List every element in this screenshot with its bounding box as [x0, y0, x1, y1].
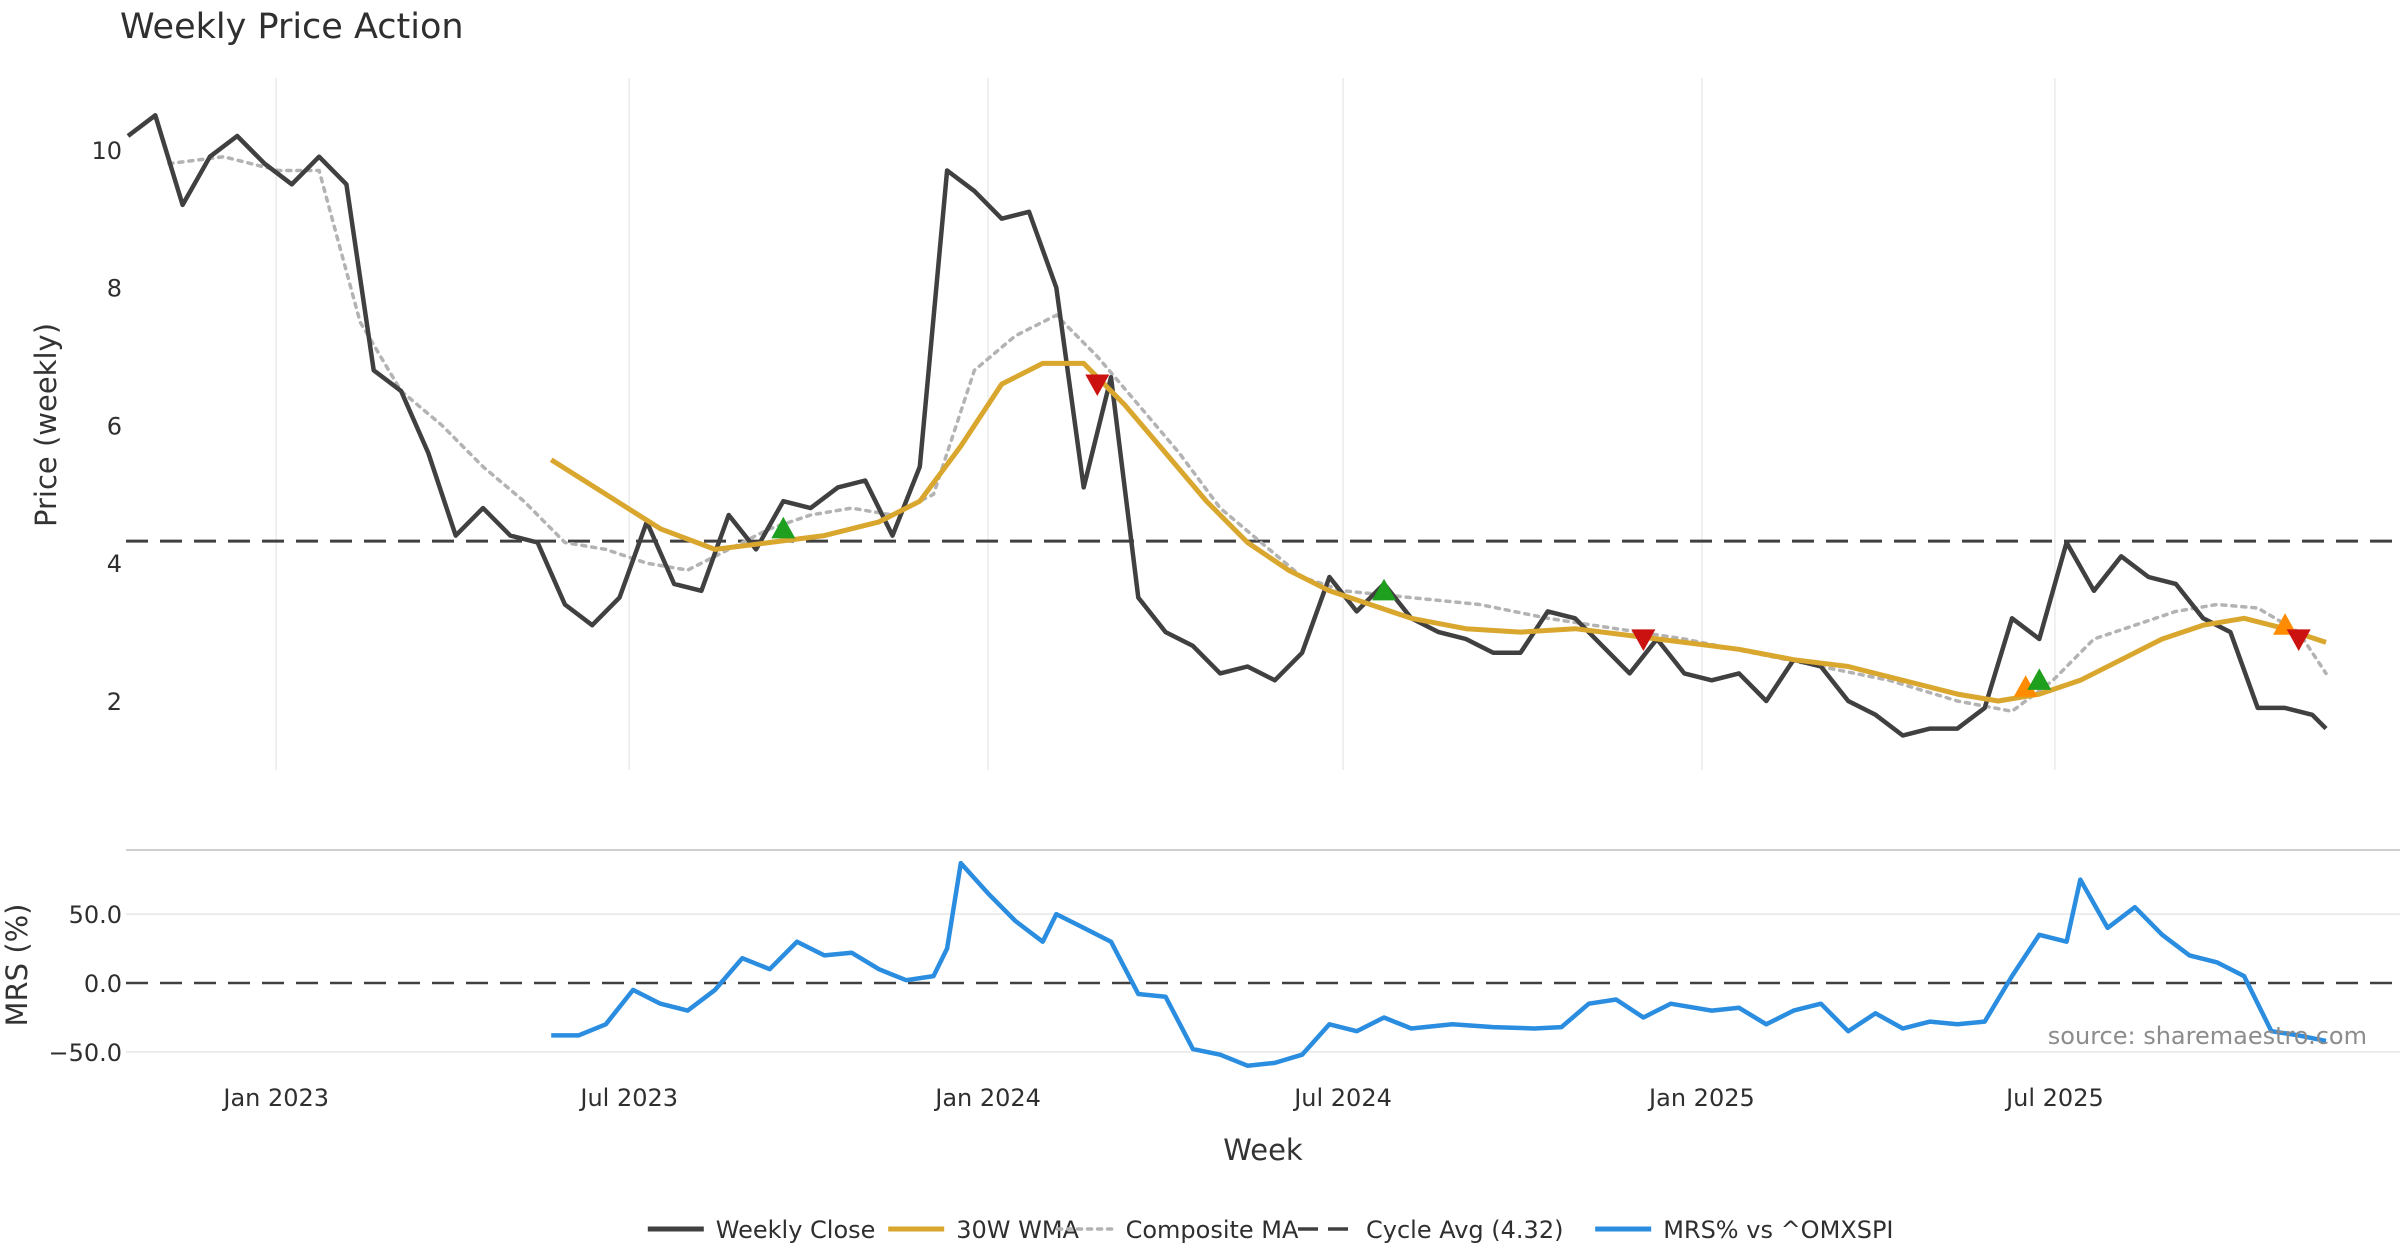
- price-y-tick-label: 8: [107, 275, 122, 303]
- axes-layer: Weekly Price Action Price (weekly) MRS (…: [0, 7, 2367, 1167]
- sell-signal-marker: [2286, 629, 2311, 651]
- wma-30w-line: [549, 360, 2327, 704]
- legend-item: MRS% vs ^OMXSPI: [1595, 1216, 1894, 1244]
- x-tick-label: Jul 2024: [1292, 1084, 1392, 1112]
- buy-signal-marker: [771, 516, 796, 539]
- x-axis-label: Week: [1223, 1133, 1303, 1167]
- buy-signal-marker: [2013, 675, 2038, 697]
- weekly-close-line: [126, 113, 2328, 738]
- x-tick-label: Jan 2023: [221, 1084, 329, 1112]
- price-y-axis-label: Price (weekly): [29, 323, 63, 527]
- legend-item: 30W WMA: [888, 1216, 1080, 1244]
- mrs-y-axis-label: MRS (%): [0, 904, 34, 1027]
- price-y-tick-label: 4: [107, 550, 122, 578]
- x-tick-label: Jan 2025: [1647, 1084, 1755, 1112]
- grid-layer: [126, 78, 2400, 1053]
- mrs-y-tick-label: −50.0: [48, 1039, 122, 1067]
- legend-label: Weekly Close: [716, 1216, 876, 1244]
- legend-label: Composite MA: [1126, 1216, 1299, 1244]
- buy-signal-marker: [2027, 668, 2052, 690]
- x-tick-label: Jul 2023: [578, 1084, 678, 1112]
- legend-item: Cycle Avg (4.32): [1298, 1216, 1563, 1244]
- reference-lines: [126, 539, 2400, 985]
- price-y-tick-label: 6: [107, 412, 122, 440]
- legend-item: Composite MA: [1055, 1216, 1299, 1244]
- sell-signal-marker: [1631, 629, 1656, 651]
- mrs-line: [551, 860, 2327, 1068]
- legend-label: Cycle Avg (4.32): [1366, 1216, 1563, 1244]
- legend: Weekly Close 30W WMA Composite MA Cycle Avg…: [647, 1216, 1894, 1244]
- x-tick-label: Jul 2025: [2004, 1084, 2104, 1112]
- price-y-tick-label: 2: [107, 688, 122, 716]
- source-annotation: source: sharemaestro.com: [2048, 1022, 2367, 1050]
- buy-signal-marker: [1372, 578, 1396, 601]
- legend-item: Weekly Close: [647, 1216, 876, 1244]
- legend-label: MRS% vs ^OMXSPI: [1663, 1216, 1893, 1244]
- signal-markers: [771, 374, 2311, 697]
- series-layer: [126, 113, 2328, 1068]
- chart-title: Weekly Price Action: [120, 7, 464, 47]
- price-y-tick-label: 10: [91, 137, 122, 165]
- composite-ma-line: [167, 154, 2328, 714]
- sell-signal-marker: [1085, 374, 1110, 397]
- mrs-y-tick-label: 0.0: [84, 970, 122, 998]
- mrs-y-tick-label: 50.0: [69, 901, 122, 929]
- x-tick-label: Jan 2024: [933, 1084, 1041, 1112]
